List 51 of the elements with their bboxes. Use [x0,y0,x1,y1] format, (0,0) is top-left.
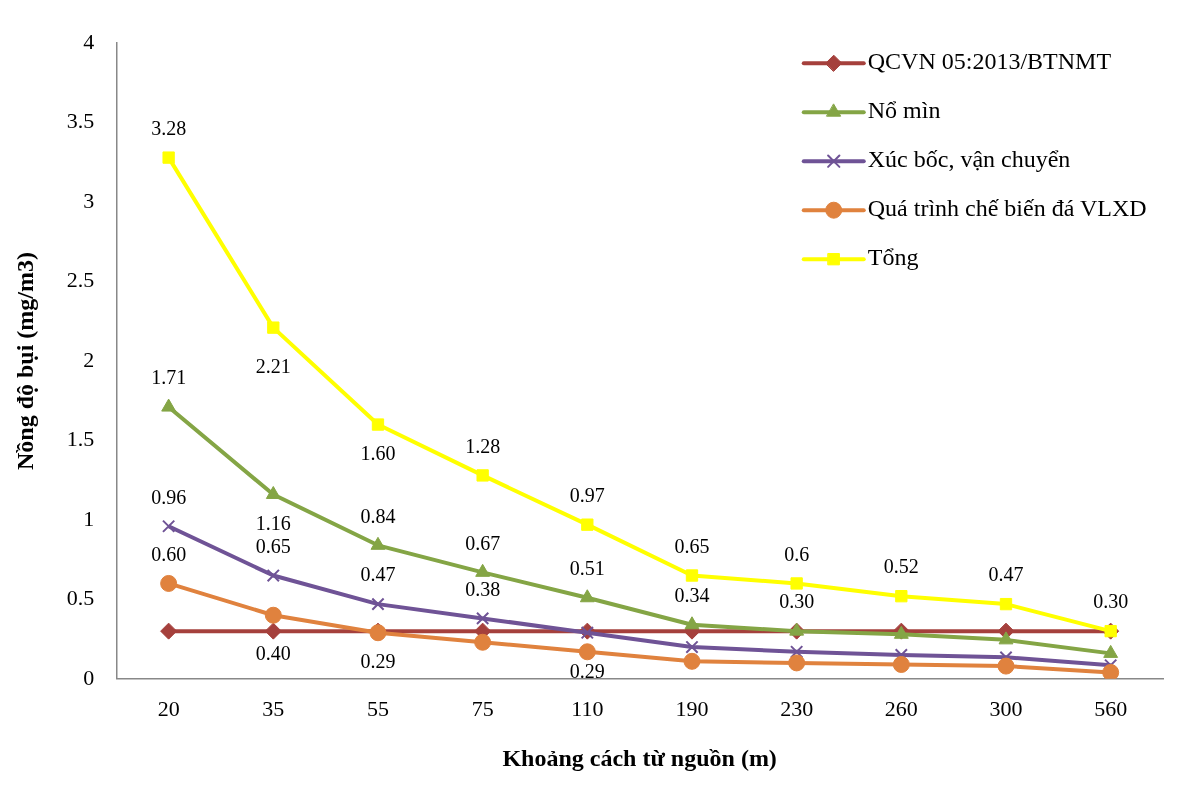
x-tick-label: 300 [989,695,1023,721]
x-tick-label: 110 [571,695,604,721]
data-label: 1.60 [360,441,396,464]
data-label: 1.28 [465,434,501,457]
y-tick-label: 4 [83,28,95,54]
data-label: 0.97 [569,483,605,506]
data-label: 1.16 [255,511,291,534]
x-tick-label: 260 [884,695,918,721]
legend-label: Tổng [867,244,919,271]
data-label: 0.29 [360,649,396,672]
data-label: 0.52 [883,555,919,578]
data-label: 0.38 [465,577,501,600]
data-label: 0.65 [674,534,710,557]
x-tick-label: 560 [1094,695,1128,721]
legend-label: QCVN 05:2013/BTNMT [867,48,1112,75]
data-label: 0.30 [1093,590,1129,613]
data-label: 2.21 [255,354,291,377]
y-tick-label: 1.5 [66,426,95,452]
y-tick-label: 0.5 [66,585,95,611]
y-tick-label: 2 [83,346,95,372]
data-label: 0.47 [360,563,396,586]
x-axis-title: Khoảng cách từ nguồn (m) [502,744,777,771]
y-tick-label: 3 [83,187,95,213]
x-tick-label: 230 [780,695,814,721]
y-tick-label: 2.5 [66,267,95,293]
data-label: 0.34 [674,584,710,607]
data-label: 0.60 [151,542,187,565]
data-label: 0.65 [255,534,291,557]
data-label: 1.71 [151,366,187,389]
data-label: 0.6 [784,542,810,565]
x-tick-label: 55 [366,695,389,721]
data-label: 0.67 [465,531,501,554]
y-axis-title: Nồng độ bụi (mg/m3) [11,251,38,471]
y-tick-label: 1 [83,505,95,531]
data-label: 0.84 [360,504,396,527]
x-tick-label: 75 [471,695,494,721]
y-tick-label: 0 [83,664,95,690]
x-tick-label: 190 [675,695,709,721]
data-label: 0.30 [779,590,815,613]
data-label: 0.29 [569,659,605,682]
legend-label: Nổ mìn [867,97,941,124]
x-tick-label: 20 [157,695,180,721]
legend-label: Quá trình chế biến đá VLXD [867,195,1147,222]
data-label: 0.40 [255,642,291,665]
data-label: 3.28 [151,116,187,139]
data-label: 0.96 [151,485,187,508]
x-tick-label: 35 [262,695,285,721]
data-label: 0.51 [569,557,605,580]
data-label: 0.47 [988,563,1024,586]
y-tick-label: 3.5 [66,108,95,134]
legend-label: Xúc bốc, vận chuyển [867,146,1071,173]
